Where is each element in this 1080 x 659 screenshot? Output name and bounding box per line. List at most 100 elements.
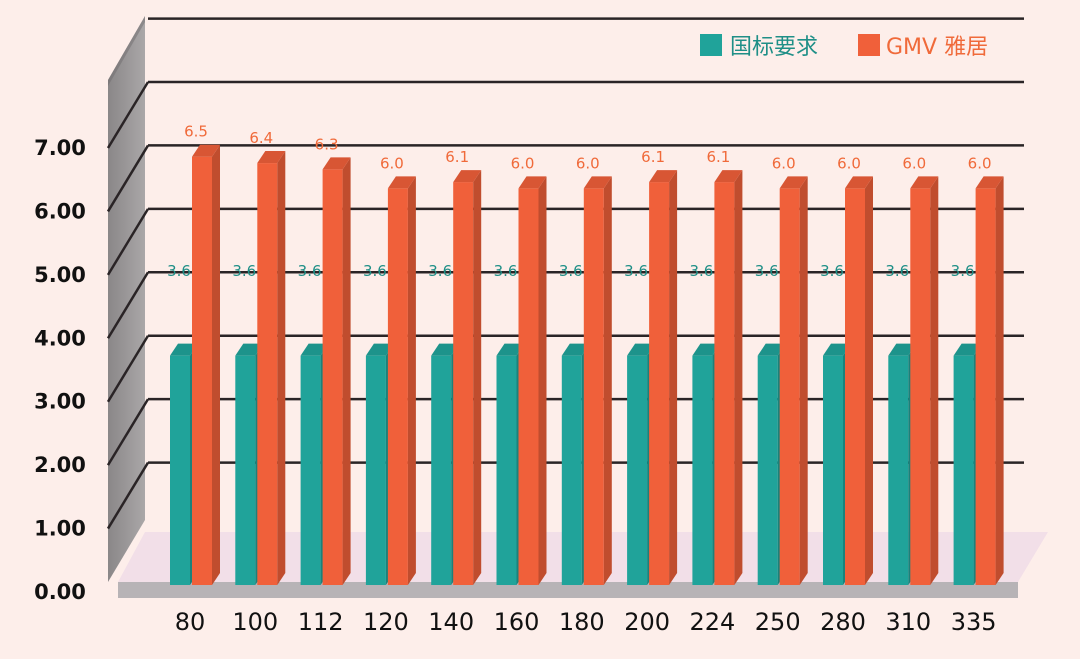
bar-guobiao-front xyxy=(365,355,386,585)
bar-guobiao-top xyxy=(431,343,460,356)
y-tick-label: 5.00 xyxy=(34,263,86,287)
data-label-guobiao: 3.6 xyxy=(820,262,844,280)
bar-gmv-top xyxy=(649,170,678,183)
bar-guobiao-front xyxy=(170,355,190,585)
bar-gmv-front xyxy=(322,169,343,585)
bar-gmv-top xyxy=(975,176,1004,189)
data-label-guobiao: 3.6 xyxy=(624,262,648,280)
bar-gmv-front xyxy=(975,188,996,585)
bar-gmv-front xyxy=(649,182,670,586)
x-tick-label: 280 xyxy=(820,608,866,636)
x-tick-label: 140 xyxy=(428,608,474,636)
data-label-guobiao: 3.6 xyxy=(428,262,452,280)
data-label-guobiao: 3.6 xyxy=(951,262,975,280)
bar-guobiao-top xyxy=(823,343,851,356)
bar-guobiao-front xyxy=(561,355,582,585)
bar-gmv-top xyxy=(779,176,808,189)
gridline-diagonal xyxy=(106,271,150,339)
bar-guobiao-top xyxy=(561,343,590,356)
y-tick-label: 6.00 xyxy=(34,199,86,223)
bar-guobiao-top xyxy=(627,343,656,356)
data-label-gmv: 6.1 xyxy=(641,148,665,166)
x-tick-label: 112 xyxy=(298,608,344,636)
data-label-gmv: 6.1 xyxy=(706,148,730,166)
data-label-gmv: 6.5 xyxy=(184,123,208,141)
data-label-gmv: 6.0 xyxy=(902,154,926,172)
bar-gmv-side xyxy=(277,151,286,586)
x-tick-label: 120 xyxy=(363,608,409,636)
chart-floor-front xyxy=(118,582,1018,598)
bar-gmv-top xyxy=(583,176,612,189)
data-label-gmv: 6.0 xyxy=(772,154,796,172)
bar-guobiao-top xyxy=(692,343,721,356)
legend-label-gmv: GMV 雅居 xyxy=(886,35,988,60)
data-label-gmv: 6.4 xyxy=(249,129,273,147)
data-label-guobiao: 3.6 xyxy=(689,262,713,280)
bar-gmv-top xyxy=(387,176,416,189)
bar-guobiao-top xyxy=(170,343,198,356)
data-label-gmv: 6.0 xyxy=(837,154,861,172)
bar-gmv-front xyxy=(192,156,212,585)
bar-gmv-front xyxy=(257,163,278,586)
bar-guobiao-top xyxy=(300,343,329,356)
bar-gmv-top xyxy=(322,157,351,170)
data-label-gmv: 6.0 xyxy=(380,154,404,172)
data-label-gmv: 6.0 xyxy=(968,154,992,172)
data-label-gmv: 6.0 xyxy=(576,154,600,172)
bar-gmv-front xyxy=(387,188,408,585)
x-tick-label: 180 xyxy=(559,608,605,636)
bar-gmv-side xyxy=(799,176,808,585)
y-tick-label: 7.00 xyxy=(34,136,86,160)
x-tick-label: 310 xyxy=(885,608,931,636)
x-tick-label: 335 xyxy=(951,608,997,636)
legend-swatch-guobiao xyxy=(700,34,722,56)
data-label-gmv: 6.3 xyxy=(315,135,339,153)
bar-guobiao-front xyxy=(627,355,648,585)
data-label-guobiao: 3.6 xyxy=(885,262,909,280)
data-label-gmv: 6.1 xyxy=(445,148,469,166)
gridline-diagonal xyxy=(106,461,150,530)
bar-gmv-top xyxy=(714,170,743,183)
legend-label-guobiao: 国标要求 xyxy=(730,35,818,60)
chart-wall-edge xyxy=(108,16,145,86)
bar-gmv-front xyxy=(779,188,800,585)
data-label-guobiao: 3.6 xyxy=(494,262,518,280)
x-tick-label: 160 xyxy=(494,608,540,636)
data-label-guobiao: 3.6 xyxy=(755,262,779,280)
bar-guobiao-front xyxy=(953,355,974,585)
bar-gmv-side xyxy=(995,176,1004,585)
bar-gmv-front xyxy=(518,188,539,585)
bar-gmv-side xyxy=(407,176,416,585)
legend-swatch-gmv xyxy=(858,34,880,56)
bar-gmv-top xyxy=(453,170,482,183)
bar-guobiao-front xyxy=(823,355,843,585)
bar-gmv-front xyxy=(453,182,474,586)
data-label-gmv: 6.0 xyxy=(511,154,535,172)
y-tick-label: 0.00 xyxy=(34,580,86,604)
bar-gmv-top xyxy=(257,151,286,164)
bar-guobiao-front xyxy=(757,355,778,585)
chart-back-wall xyxy=(108,16,145,582)
data-label-guobiao: 3.6 xyxy=(559,262,583,280)
bar-guobiao-top xyxy=(888,343,917,356)
bar-gmv-side xyxy=(865,176,873,585)
bar-guobiao-top xyxy=(496,343,525,356)
bar-gmv-side xyxy=(930,176,939,585)
bar-guobiao-top xyxy=(757,343,786,356)
data-label-guobiao: 3.6 xyxy=(232,262,256,280)
x-tick-label: 200 xyxy=(624,608,670,636)
bar-gmv-top xyxy=(192,144,220,157)
data-label-guobiao: 3.6 xyxy=(363,262,387,280)
data-label-guobiao: 3.6 xyxy=(298,262,322,280)
bar-gmv-side xyxy=(538,176,547,585)
bar-gmv-front xyxy=(845,188,865,585)
bar-gmv-top xyxy=(910,176,939,189)
bar-gmv-front xyxy=(583,188,604,585)
bar-gmv-front xyxy=(714,182,735,586)
y-tick-label: 2.00 xyxy=(34,453,86,477)
x-tick-label: 250 xyxy=(755,608,801,636)
bar-guobiao-front xyxy=(496,355,517,585)
y-tick-label: 1.00 xyxy=(34,517,86,541)
bar-gmv-side xyxy=(603,176,612,585)
